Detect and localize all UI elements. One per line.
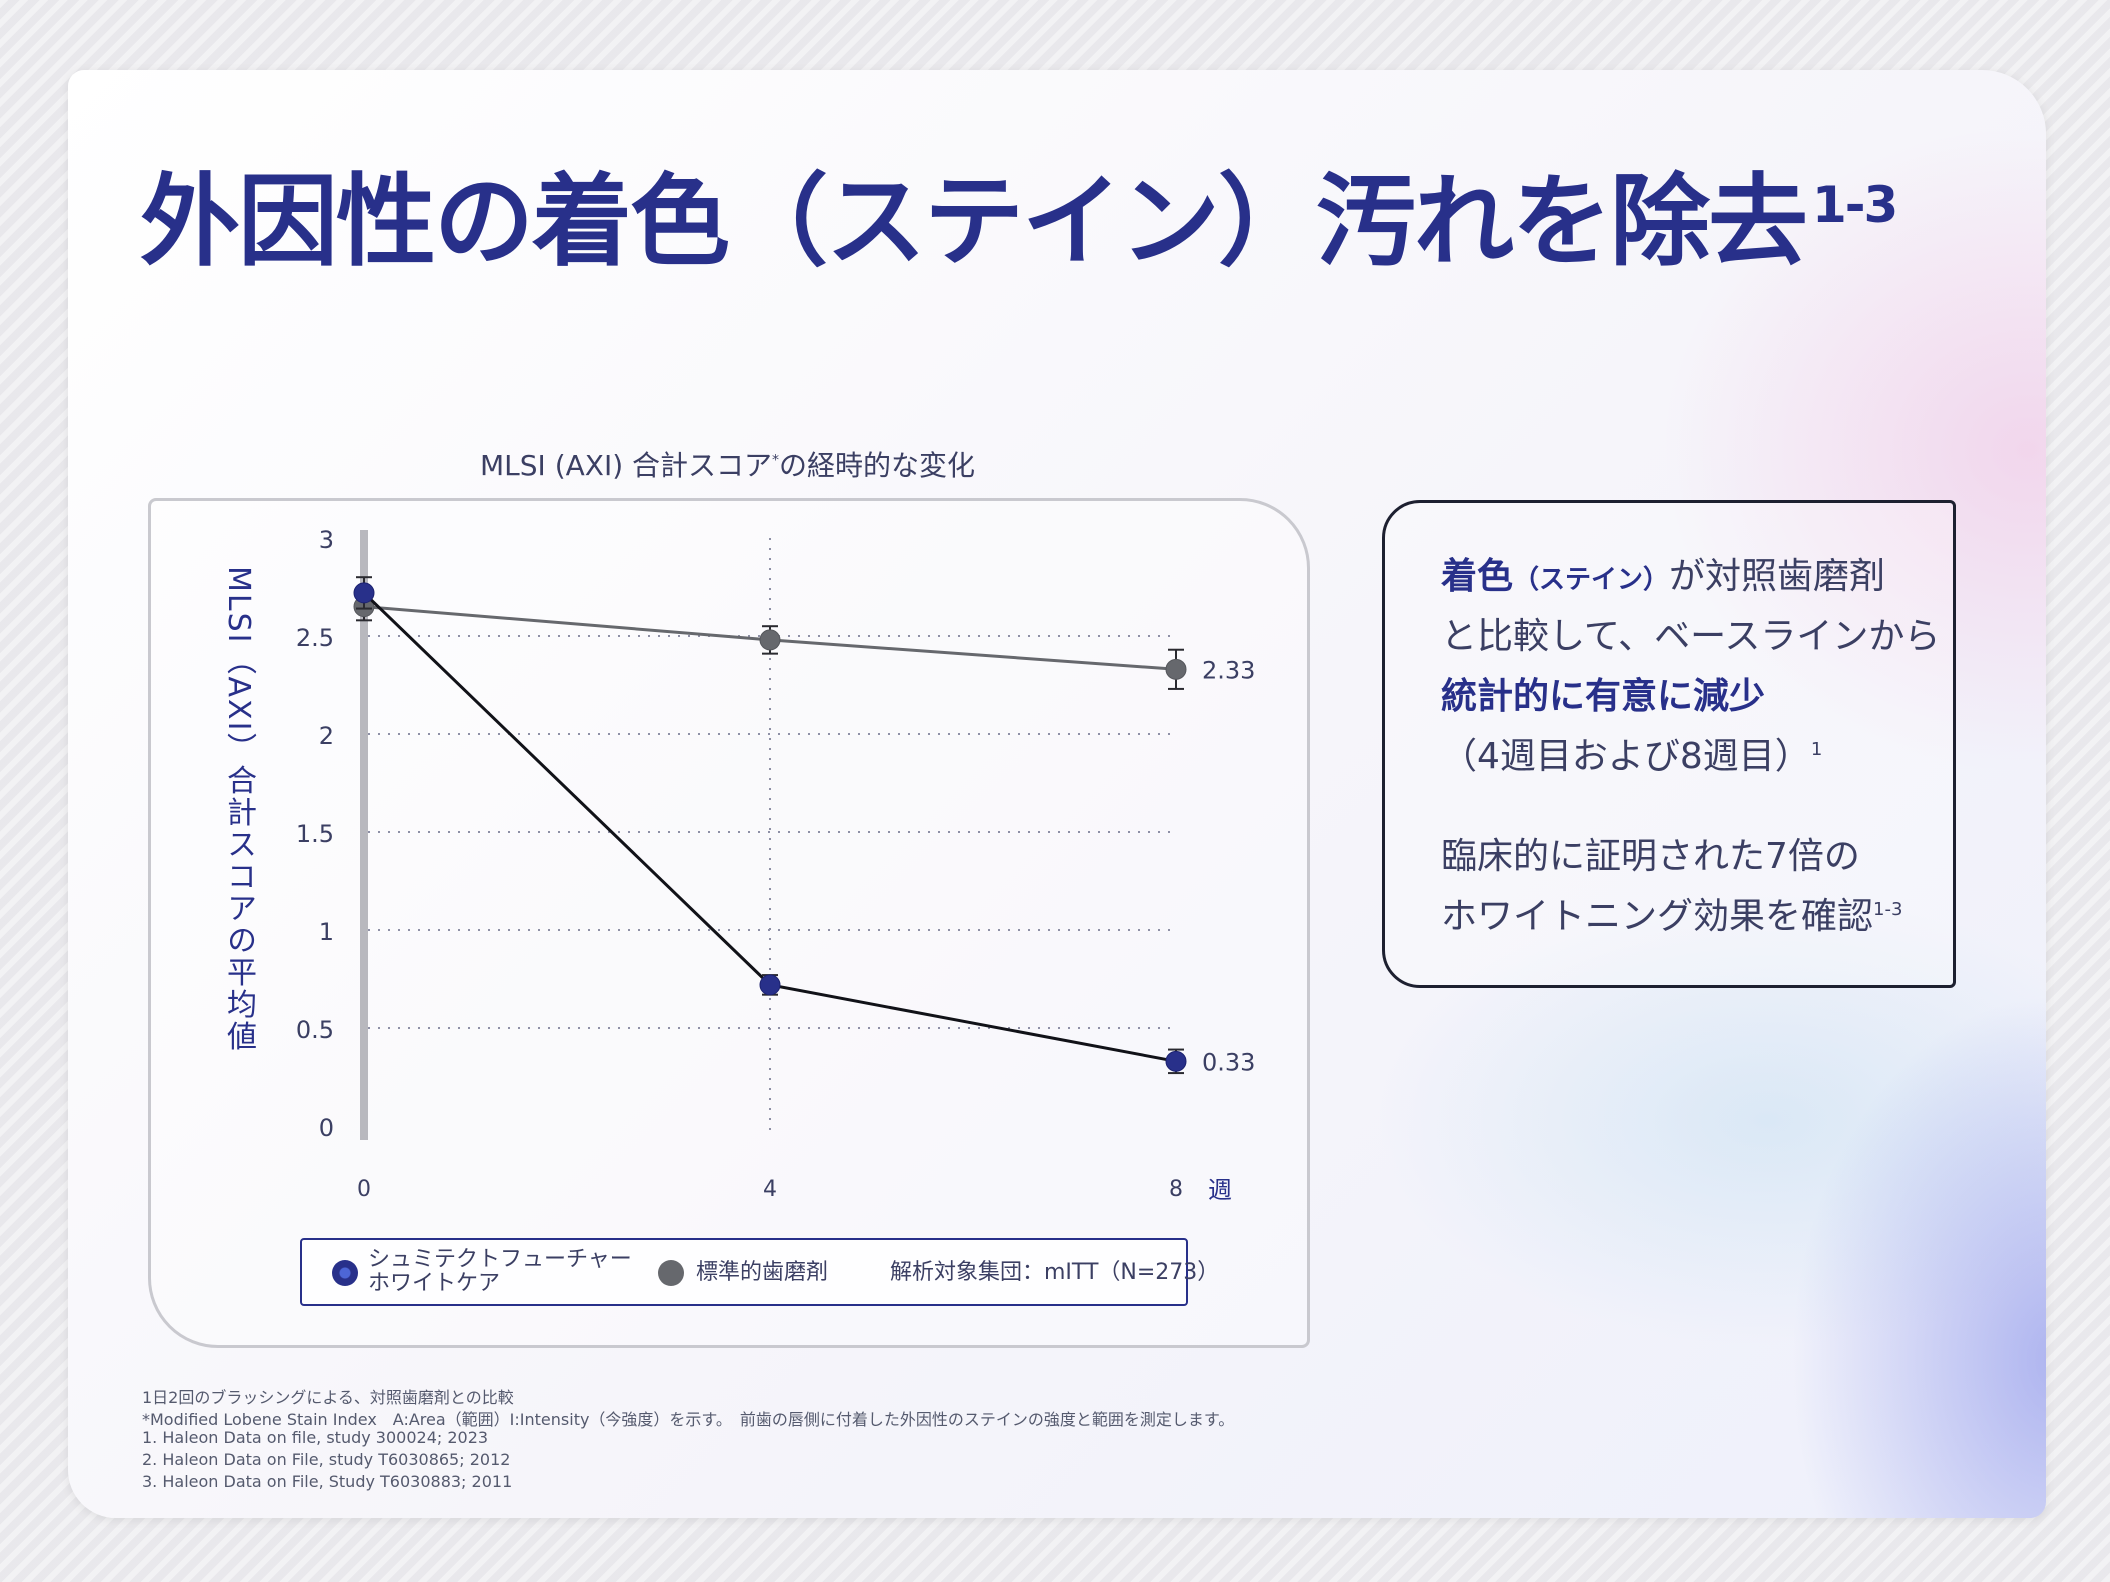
- footnote-4: 2. Haleon Data on File, study T6030865; …: [142, 1450, 511, 1469]
- x-tick-label: 0: [357, 1177, 371, 1202]
- chart-title: MLSI (AXI) 合計スコア*の経時的な変化: [480, 444, 975, 484]
- data-point: [353, 582, 375, 604]
- y-tick-label: 3: [319, 526, 334, 554]
- legend-label-shumitect: シュミテクトフューチャー ホワイトケア: [368, 1248, 632, 1296]
- summary-text-4: （4週目および8週目）: [1441, 736, 1811, 777]
- chart-frame: [148, 498, 1310, 1348]
- title-text: 外因性の着色（ステイン）汚れを除去: [140, 163, 1808, 280]
- chart-title-mark: *: [772, 452, 780, 469]
- summary-bold-1: 着色: [1441, 556, 1514, 597]
- summary-line-6: ホワイトニング効果を確認1-3: [1441, 887, 1902, 939]
- legend-swatch-shumitect: [332, 1260, 358, 1286]
- legend-label-standard: 標準的歯磨剤: [696, 1260, 829, 1285]
- summary-ref-6: 1-3: [1873, 899, 1903, 920]
- data-label: 0.33: [1202, 1048, 1255, 1076]
- y-tick-label: 2: [319, 722, 334, 750]
- summary-ref-4: 1: [1810, 739, 1823, 760]
- y-axis-label: MLSI（AXI）合計スコアの平均値: [221, 566, 256, 1053]
- footnote-3: 1. Haleon Data on file, study 300024; 20…: [142, 1428, 489, 1447]
- legend-label-line2: ホワイトケア: [368, 1271, 501, 1296]
- data-point: [1165, 1050, 1187, 1072]
- data-label: 2.33: [1202, 656, 1255, 684]
- chart-title-suffix: の経時的な変化: [779, 449, 976, 482]
- legend-label-line1: シュミテクトフューチャー: [368, 1247, 632, 1272]
- y-tick-label: 0.5: [296, 1016, 334, 1044]
- data-point: [759, 974, 781, 996]
- title-reference: 1-3: [1812, 176, 1898, 234]
- footnote-2: *Modified Lobene Stain Index A:Area（範囲）I…: [142, 1410, 1235, 1429]
- page-title: 外因性の着色（ステイン）汚れを除去 1-3: [140, 140, 1898, 285]
- y-tick-label: 2.5: [296, 624, 334, 652]
- summary-line-4: （4週目および8週目）1: [1441, 727, 1822, 779]
- x-unit-label: 週: [1208, 1176, 1232, 1204]
- summary-text-1: が対照歯磨剤: [1669, 556, 1886, 597]
- legend-population: 解析対象集団：mITT（N=273）: [890, 1260, 1220, 1285]
- y-tick-label: 1: [319, 918, 334, 946]
- chart-legend: シュミテクトフューチャー ホワイトケア 標準的歯磨剤 解析対象集団：mITT（N…: [300, 1238, 1219, 1306]
- summary-line-3: 統計的に有意に減少: [1441, 676, 1766, 717]
- summary-text-6: ホワイトニング効果を確認: [1441, 896, 1874, 937]
- x-tick-label: 4: [763, 1177, 777, 1202]
- y-tick-label: 1.5: [296, 820, 334, 848]
- chart-title-text: MLSI (AXI) 合計スコア: [480, 449, 773, 482]
- footnote-5: 3. Haleon Data on File, Study T6030883; …: [142, 1472, 513, 1491]
- legend-swatch-standard: [658, 1260, 684, 1286]
- data-point: [1165, 658, 1187, 680]
- summary-small: （ステイン）: [1513, 565, 1670, 595]
- summary-line-5: 臨床的に証明された7倍の: [1441, 836, 1860, 877]
- data-point: [759, 629, 781, 651]
- summary-line-1: 着色（ステイン）が対照歯磨剤: [1441, 547, 1885, 599]
- footnote-1: 1日2回のブラッシングによる、対照歯磨剤との比較: [142, 1388, 514, 1407]
- summary-line-2: と比較して、ベースラインから: [1441, 616, 1941, 657]
- y-tick-label: 0: [319, 1114, 334, 1142]
- x-tick-label: 8: [1169, 1177, 1183, 1202]
- summary-box: 着色（ステイン）が対照歯磨剤 と比較して、ベースラインから 統計的に有意に減少 …: [1382, 500, 1956, 988]
